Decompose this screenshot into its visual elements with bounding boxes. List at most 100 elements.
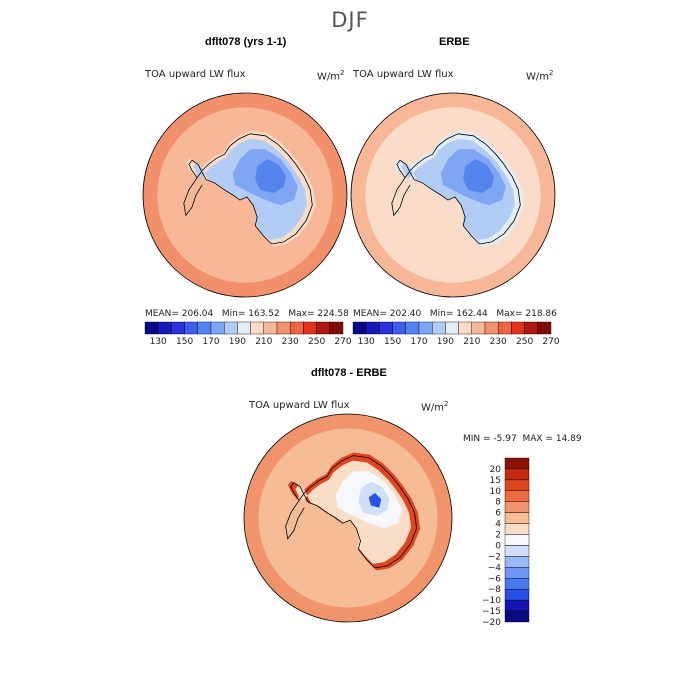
panel1-field-label: TOA upward LW flux: [145, 69, 246, 80]
panel1-colorbar-swatch: [184, 321, 199, 335]
panel1-colorbar-swatch: [250, 321, 265, 335]
panel1-max: 224.58: [317, 309, 349, 319]
panel1-coastline: [188, 133, 313, 245]
panel1-units: W/m2: [317, 69, 345, 83]
panel2-colorbar-swatch: [484, 321, 499, 335]
panel3-interior-field-4: [368, 493, 382, 508]
panel1-interior-field-4: [265, 170, 278, 185]
panel3-colorbar-tick-label: 0: [495, 542, 501, 552]
panel3-colorbar-tick-label: −15: [482, 607, 501, 617]
panel3-colorbar-swatch: [504, 556, 530, 568]
panel3-colorbar-tick-label: 15: [490, 476, 501, 486]
panel3-stats: MIN = -5.97 MAX = 14.89: [463, 434, 582, 444]
panel3-colorbar-swatch: [504, 457, 530, 470]
panel3-colorbar-tick-label: −6: [488, 574, 502, 584]
panel3-colorbar-swatch: [504, 545, 530, 557]
panel2-colorbar-tick-label: 250: [516, 337, 533, 347]
panel2-colorbar-swatch: [471, 321, 486, 335]
panel2-colorbar-swatch: [498, 321, 512, 335]
panel2-colorbar-tick-label: 230: [490, 337, 507, 347]
panel2-colorbar-swatch: [537, 321, 552, 335]
panel3-colorbar-tick-label: −4: [488, 563, 502, 573]
panel1-min: 163.52: [248, 309, 280, 319]
panel3-colorbar-swatch: [504, 578, 530, 590]
panel3-colorbar-tick-label: 20: [490, 465, 502, 475]
figure-title: DJF: [331, 8, 369, 32]
panel1-peninsula: [183, 177, 203, 217]
panel1-title: dflt078 (yrs 1-1): [205, 36, 287, 48]
panel3-colorbar-swatch: [504, 610, 530, 623]
panel1-colorbar-tick-label: 130: [150, 337, 167, 347]
panel2-min: 162.44: [456, 309, 488, 319]
panel2-colorbar-swatch: [511, 321, 525, 335]
panel1-colorbar-swatch: [197, 321, 212, 335]
panel2-colorbar-swatch: [405, 321, 420, 335]
panel2-map: [350, 92, 556, 298]
panel3-colorbar-swatch: [504, 534, 530, 546]
panel3-colorbar-swatch: [504, 501, 530, 513]
panel1-colorbar-tick-label: 250: [308, 337, 325, 347]
panel1-mean: 206.04: [181, 309, 214, 319]
panel1-colorbar-swatch: [223, 321, 238, 335]
panel1-colorbar-tick-label: 270: [334, 337, 351, 347]
panel2-mean: 202.40: [389, 309, 422, 319]
panel3-colorbar-tick-label: −10: [482, 596, 501, 606]
panel2-max: 218.86: [525, 309, 557, 319]
panel3-colorbar-swatch: [504, 589, 530, 601]
panel3-colorbar-tick-label: −20: [482, 618, 501, 628]
panel2-colorbar-swatch: [379, 321, 393, 335]
panel3-colorbar-swatch: [504, 567, 530, 579]
panel2-title: ERBE: [439, 36, 470, 48]
panel2-interior-field-4: [473, 170, 486, 185]
panel2-colorbar-tick-label: 130: [358, 337, 375, 347]
panel1-colorbar-swatch: [329, 321, 344, 335]
panel3-colorbar-tick-label: 2: [495, 531, 501, 541]
panel3-colorbar-tick-label: −8: [488, 585, 502, 595]
panel3-max: 14.89: [555, 434, 582, 444]
panel3-colorbar-tick-label: 6: [495, 509, 501, 519]
panel3-field-label: TOA upward LW flux: [249, 400, 350, 411]
panel2-peninsula: [391, 177, 411, 217]
panel2-colorbar-swatch: [524, 321, 538, 335]
panel1-colorbar-tick-label: 150: [176, 337, 193, 347]
panel2-colorbar: 130 150 170 190 210 230 250 270: [352, 321, 560, 347]
panel1-colorbar-swatch: [157, 321, 172, 335]
panel1-colorbar-swatch: [144, 321, 159, 335]
panel1-colorbar-swatch: [303, 321, 317, 335]
panel2-field-label: TOA upward LW flux: [353, 69, 454, 80]
panel2-colorbar-swatch: [432, 321, 446, 335]
panel3-colorbar-tick-label: 10: [490, 487, 502, 497]
panel3-colorbar-swatch: [504, 468, 530, 480]
panel1-border: [142, 92, 348, 298]
panel1-colorbar-swatch: [316, 321, 331, 335]
panel3-colorbar-tick-label: 4: [495, 520, 501, 530]
panel3-colorbar-swatch: [504, 479, 530, 491]
panel1-colorbar: 130 150 170 190 210 230 250 270: [144, 321, 352, 347]
panel3-colorbar-swatch: [504, 599, 530, 612]
panel2-coastline: [396, 133, 521, 245]
panel2-border: [350, 92, 556, 298]
panel3-title: dflt078 - ERBE: [311, 367, 387, 379]
panel3-colorbar-tick-label: 8: [495, 498, 501, 508]
panel2-colorbar-swatch: [445, 321, 459, 335]
panel1-colorbar-tick-label: 190: [229, 337, 246, 347]
panel1-colorbar-swatch: [276, 321, 291, 335]
panel3-coastline: [290, 455, 418, 569]
panel1-colorbar-swatch: [263, 321, 278, 335]
panel3-colorbar-swatch: [504, 512, 530, 524]
panel3-min: -5.97: [493, 434, 517, 444]
panel3-border: [243, 413, 453, 623]
panel2-colorbar-tick-label: 170: [410, 337, 427, 347]
panel1-map: [142, 92, 348, 298]
panel3-colorbar-swatch: [504, 490, 530, 502]
panel1-colorbar-tick-label: 170: [202, 337, 219, 347]
panel2-colorbar-swatch: [366, 321, 380, 335]
panel2-colorbar-swatch: [352, 321, 367, 335]
panel2-units: W/m2: [526, 69, 554, 83]
panel3-peninsula: [285, 500, 305, 540]
panel3-map: [243, 413, 453, 623]
panel1-colorbar-swatch: [237, 321, 251, 335]
panel1-colorbar-tick-label: 230: [282, 337, 299, 347]
